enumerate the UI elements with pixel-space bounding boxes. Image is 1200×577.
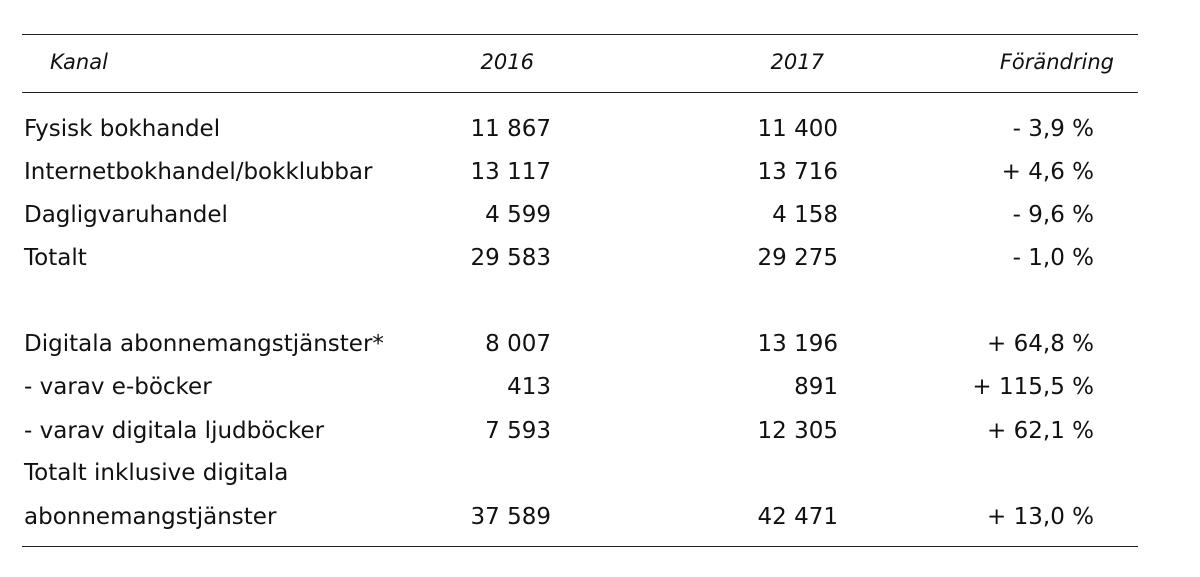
table-row: Totalt 29 583 29 275 - 1,0 % — [0, 247, 1200, 273]
table-header-rule — [22, 92, 1138, 93]
table-row: - varav digitala ljudböcker 7 593 12 305… — [0, 420, 1200, 446]
row-value-2016: 8 007 — [485, 331, 551, 357]
row-value-2016: 37 589 — [470, 504, 551, 530]
row-label: - varav e-böcker — [24, 374, 212, 400]
row-value-2016: 7 593 — [485, 418, 551, 444]
row-value-2016: 11 867 — [470, 116, 551, 142]
row-value-2017: 891 — [794, 374, 838, 400]
row-label: abonnemangstjänster — [24, 504, 277, 530]
row-value-2016: 29 583 — [470, 245, 551, 271]
table-row: - varav e-böcker 413 891 + 115,5 % — [0, 376, 1200, 402]
row-value-2017: 11 400 — [757, 116, 838, 142]
header-forandring: Förändring — [999, 50, 1114, 74]
row-change: - 3,9 % — [1012, 116, 1094, 142]
row-value-2016: 4 599 — [485, 202, 551, 228]
row-change: + 4,6 % — [1001, 159, 1094, 185]
row-change: + 62,1 % — [987, 418, 1094, 444]
header-2016: 2016 — [480, 50, 534, 74]
row-label: Fysisk bokhandel — [24, 116, 221, 142]
row-label: Internetbokhandel/bokklubbar — [24, 159, 373, 185]
header-2017: 2017 — [770, 50, 824, 74]
row-value-2017: 13 716 — [757, 159, 838, 185]
row-change: - 9,6 % — [1012, 202, 1094, 228]
table-row: abonnemangstjänster 37 589 42 471 + 13,0… — [0, 506, 1200, 532]
table-row: Fysisk bokhandel 11 867 11 400 - 3,9 % — [0, 118, 1200, 144]
row-change: + 115,5 % — [972, 374, 1094, 400]
row-change: - 1,0 % — [1012, 245, 1094, 271]
row-value-2016: 413 — [507, 374, 551, 400]
row-value-2016: 13 117 — [470, 159, 551, 185]
row-value-2017: 13 196 — [757, 331, 838, 357]
table-row: Totalt inklusive digitala — [0, 462, 1200, 488]
table-row: Digitala abonnemangstjänster* 8 007 13 1… — [0, 333, 1200, 359]
header-kanal: Kanal — [50, 50, 108, 74]
row-label: Totalt inklusive digitala — [24, 460, 289, 486]
row-value-2017: 12 305 — [757, 418, 838, 444]
row-change: + 64,8 % — [987, 331, 1094, 357]
row-change: + 13,0 % — [987, 504, 1094, 530]
row-value-2017: 4 158 — [772, 202, 838, 228]
table-row: Internetbokhandel/bokklubbar 13 117 13 7… — [0, 161, 1200, 187]
row-label: Digitala abonnemangstjänster* — [24, 331, 384, 357]
row-label: - varav digitala ljudböcker — [24, 418, 325, 444]
table-bottom-rule — [22, 546, 1138, 547]
table-top-rule — [22, 34, 1138, 35]
row-label: Dagligvaruhandel — [24, 202, 228, 228]
row-label: Totalt — [24, 245, 87, 271]
row-value-2017: 42 471 — [757, 504, 838, 530]
table-row: Dagligvaruhandel 4 599 4 158 - 9,6 % — [0, 204, 1200, 230]
row-value-2017: 29 275 — [757, 245, 838, 271]
